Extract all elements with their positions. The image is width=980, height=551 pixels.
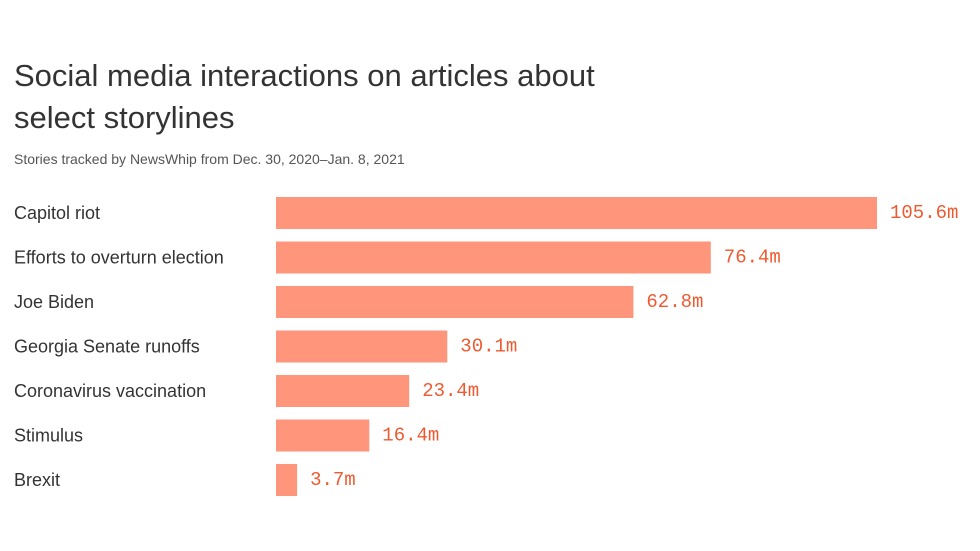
chart-subtitle: Stories tracked by NewsWhip from Dec. 30… xyxy=(14,151,405,167)
category-label: Joe Biden xyxy=(14,292,94,312)
bar xyxy=(276,419,370,452)
value-label: 16.4m xyxy=(382,425,439,447)
bar xyxy=(276,197,877,229)
value-label: 76.4m xyxy=(724,247,781,269)
value-label: 23.4m xyxy=(422,380,479,402)
category-label: Efforts to overturn election xyxy=(14,248,224,268)
bar xyxy=(276,375,410,407)
bar xyxy=(276,464,298,496)
value-label: 30.1m xyxy=(460,336,517,358)
value-label: 62.8m xyxy=(646,291,703,313)
category-label: Georgia Senate runoffs xyxy=(14,337,200,357)
category-label: Brexit xyxy=(14,470,60,490)
bar xyxy=(276,241,711,274)
category-label: Coronavirus vaccination xyxy=(14,381,206,401)
category-label: Stimulus xyxy=(14,426,83,446)
value-label: 3.7m xyxy=(310,469,356,491)
category-label: Capitol riot xyxy=(14,203,100,223)
bar xyxy=(276,286,634,318)
bar xyxy=(276,330,448,363)
value-label: 105.6m xyxy=(890,202,958,224)
chart-title: Social media interactions on articles ab… xyxy=(14,58,595,135)
